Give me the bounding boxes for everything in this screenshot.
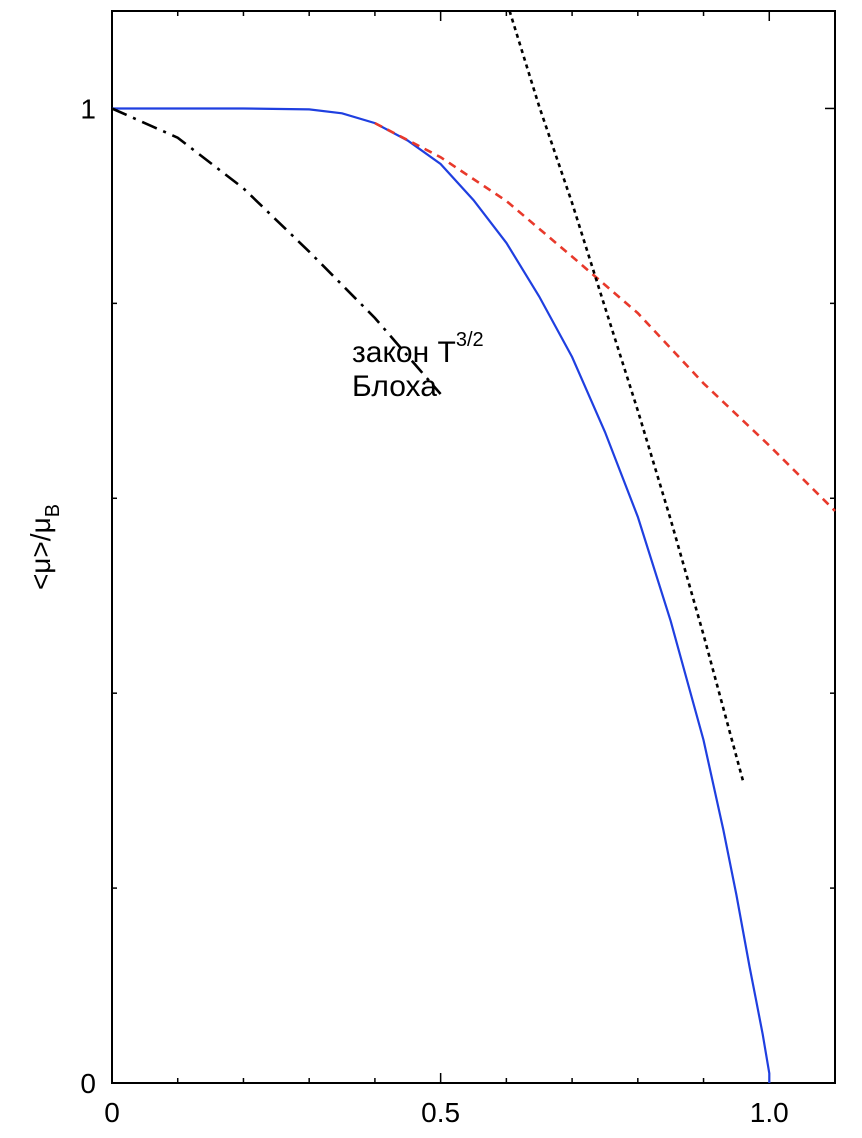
y-axis-label-sub: B — [42, 504, 64, 517]
annotation-line2: Блоха — [352, 370, 437, 403]
annotation-text: закон T — [352, 336, 456, 369]
series-line-solid — [112, 107, 771, 1083]
plot-frame — [111, 10, 836, 1084]
tick-labels: 0 0.5 1.0 0 1 — [80, 93, 788, 1128]
annotation-sup: 3/2 — [456, 329, 484, 351]
y-axis-label: <μ>/μB — [25, 504, 64, 590]
y-tick-label: 0 — [80, 1068, 96, 1099]
x-tick-label: 0 — [104, 1097, 120, 1128]
series-line-dotted — [508, 10, 745, 782]
ticks — [111, 11, 836, 1084]
x-tick-label: 1.0 — [750, 1097, 789, 1128]
series-line-dashed — [374, 121, 836, 512]
series-group — [111, 10, 836, 1083]
x-tick-label: 0.5 — [421, 1097, 460, 1128]
series-line-dashdot — [111, 107, 442, 395]
annotation-line1: закон T3/2 — [352, 329, 484, 369]
y-tick-label: 1 — [80, 93, 96, 124]
y-axis-label-base: <μ>/μ — [25, 517, 56, 590]
